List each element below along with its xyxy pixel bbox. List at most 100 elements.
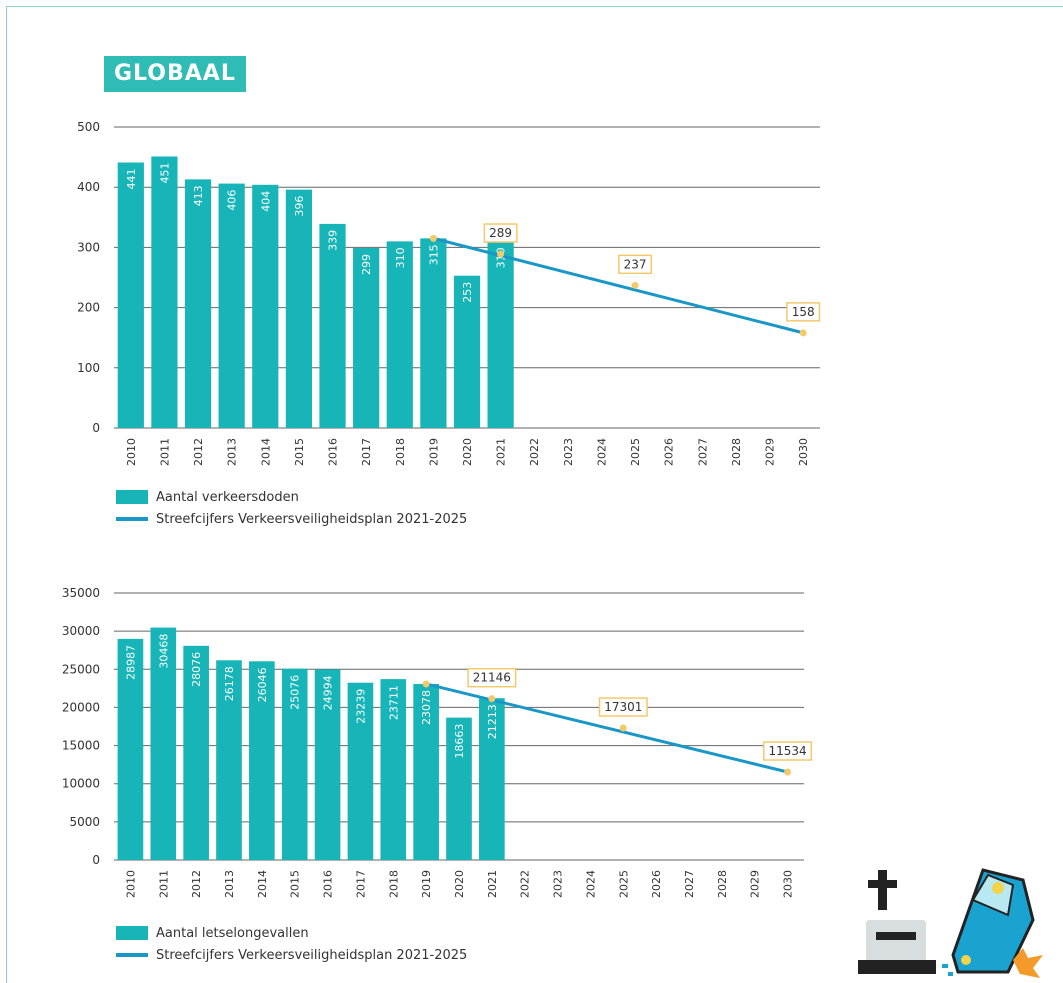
x-tick-label: 2025 [629, 438, 642, 466]
x-tick-label: 2010 [125, 438, 138, 466]
target-start-marker [422, 680, 430, 688]
x-tick-label: 2013 [223, 870, 236, 898]
legend-label: Aantal verkeersdoden [156, 489, 299, 505]
bar [420, 238, 447, 428]
y-tick-label: 5000 [69, 815, 100, 829]
bar-value-label: 299 [360, 254, 373, 275]
x-tick-label: 2016 [322, 870, 335, 898]
bar [487, 241, 514, 428]
bar [150, 627, 177, 860]
target-value-label: 11534 [768, 744, 806, 758]
bar-value-label: 413 [192, 185, 205, 206]
bar-value-label: 23078 [420, 690, 433, 725]
x-tick-label: 2010 [124, 870, 137, 898]
bar [183, 645, 209, 860]
y-tick-label: 500 [77, 120, 100, 134]
x-tick-label: 2025 [617, 870, 630, 898]
bar [446, 717, 472, 860]
legend-swatch-bar [116, 926, 148, 940]
bar-value-label: 18663 [453, 724, 466, 759]
target-marker [619, 724, 627, 732]
target-marker [497, 250, 505, 258]
bar [380, 679, 407, 860]
target-value-label: 21146 [473, 671, 511, 685]
page-frame [6, 6, 1063, 983]
x-tick-label: 2028 [716, 870, 729, 898]
bar [319, 223, 346, 428]
x-tick-label: 2024 [595, 438, 608, 466]
x-tick-label: 2021 [495, 438, 508, 466]
x-tick-label: 2024 [584, 870, 597, 898]
target-value-label: 289 [489, 226, 512, 240]
bar-value-label: 30468 [157, 634, 170, 669]
bar [117, 162, 144, 428]
x-tick-label: 2023 [562, 438, 575, 466]
target-marker [784, 768, 792, 776]
x-tick-label: 2012 [190, 870, 203, 898]
bar-value-label: 25076 [289, 675, 302, 710]
y-tick-label: 300 [77, 240, 100, 254]
y-tick-label: 200 [77, 301, 100, 315]
bar-value-label: 23239 [354, 689, 367, 724]
bar [413, 683, 439, 860]
x-tick-label: 2023 [552, 870, 565, 898]
bar [453, 275, 481, 428]
legend-label: Streefcijfers Verkeersveiligheidsplan 20… [156, 947, 468, 963]
target-marker [799, 329, 807, 337]
y-tick-label: 0 [92, 421, 100, 435]
x-tick-label: 2012 [192, 438, 205, 466]
gravestone-icon [858, 870, 936, 974]
page-title: GLOBAAL [104, 56, 246, 92]
bar [479, 698, 505, 860]
y-tick-label: 35000 [62, 586, 100, 600]
legend-chart-2: Aantal letselongevallen Streefcijfers Ve… [116, 922, 467, 966]
bar-value-label: 339 [327, 230, 340, 251]
legend-swatch-line [116, 953, 148, 957]
y-tick-label: 400 [77, 180, 100, 194]
target-marker [488, 695, 496, 703]
target-label-box [786, 302, 821, 322]
bar [117, 638, 144, 860]
crashed-car-icon [942, 868, 1043, 978]
bar-value-label: 315 [427, 244, 440, 265]
x-tick-label: 2017 [354, 870, 367, 898]
x-tick-label: 2019 [420, 870, 433, 898]
target-value-label: 237 [624, 257, 647, 271]
x-tick-label: 2011 [157, 870, 170, 898]
bar [314, 669, 341, 860]
legend-item-bars: Aantal verkeersdoden [116, 486, 467, 508]
target-label-box [598, 697, 648, 717]
x-tick-label: 2018 [394, 438, 407, 466]
bar-value-label: 404 [259, 191, 272, 212]
bar-value-label: 28987 [124, 645, 137, 680]
x-tick-label: 2027 [683, 870, 696, 898]
legend-chart-1: Aantal verkeersdoden Streefcijfers Verke… [116, 486, 467, 530]
target-marker [631, 281, 639, 289]
y-tick-label: 0 [92, 853, 100, 867]
bar [386, 241, 413, 428]
x-tick-label: 2011 [158, 438, 171, 466]
x-tick-label: 2015 [293, 438, 306, 466]
x-tick-label: 2030 [797, 438, 810, 466]
target-line [425, 682, 788, 774]
bar-value-label: 451 [158, 162, 171, 183]
bar [184, 179, 212, 428]
x-tick-label: 2030 [782, 870, 795, 898]
target-label-box [467, 667, 517, 688]
bar-value-label: 396 [293, 196, 306, 217]
x-tick-label: 2018 [387, 870, 400, 898]
bar-value-label: 310 [394, 247, 407, 268]
bar [281, 668, 308, 860]
target-line [433, 236, 804, 335]
x-tick-label: 2014 [259, 438, 272, 466]
bar [218, 183, 245, 428]
bar [249, 661, 275, 860]
y-tick-label: 30000 [62, 624, 100, 638]
legend-item-line: Streefcijfers Verkeersveiligheidsplan 20… [116, 508, 467, 530]
bar-value-label: 441 [125, 169, 138, 190]
legend-item-bars: Aantal letselongevallen [116, 922, 467, 944]
crash-illustration [858, 868, 1043, 978]
x-tick-label: 2027 [696, 438, 709, 466]
chart-1: 0 100 200 300 400 500 441 451 413 406 404 396 339 299… [77, 120, 821, 466]
